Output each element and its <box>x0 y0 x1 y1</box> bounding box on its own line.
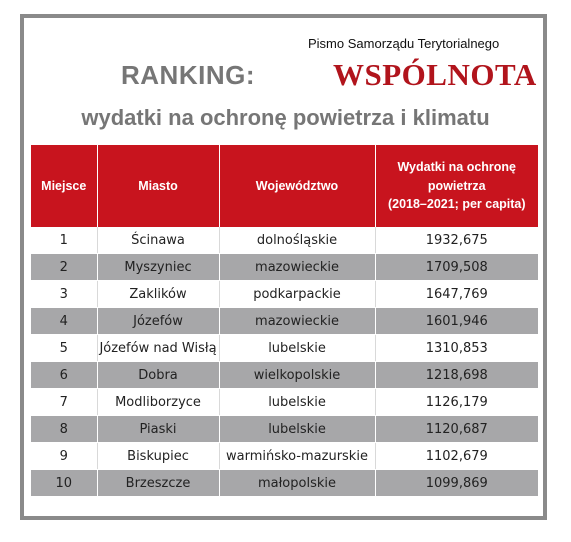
table-row: 5 Józefów nad Wisłą lubelskie 1310,853 <box>31 334 538 362</box>
header-expenses-line1: Wydatki na ochronę <box>397 159 517 174</box>
table-header-row: Miejsce Miasto Województwo Wydatki na oc… <box>31 145 538 227</box>
cell-place: 2 <box>31 253 98 281</box>
cell-expenses: 1932,675 <box>375 227 538 254</box>
cell-place: 8 <box>31 415 98 443</box>
cell-voivodeship: wielkopolskie <box>219 361 376 389</box>
cell-voivodeship: mazowieckie <box>219 253 376 281</box>
table-row: 10 Brzeszcze małopolskie 1099,869 <box>31 469 538 497</box>
cell-city: Dobra <box>97 361 220 389</box>
cell-voivodeship: warmińsko-mazurskie <box>219 442 376 470</box>
ranking-table: Miejsce Miasto Województwo Wydatki na oc… <box>31 145 538 497</box>
cell-expenses: 1709,508 <box>375 253 538 281</box>
page-title: wydatki na ochronę powietrza i klimatu <box>81 105 490 130</box>
cell-city: Biskupiec <box>97 442 220 470</box>
header-expenses-line3: (2018–2021; per capita) <box>387 197 526 212</box>
cell-expenses: 1218,698 <box>375 361 538 389</box>
brand-logo: WSPÓLNOTA <box>333 57 537 92</box>
cell-expenses: 1126,179 <box>375 388 538 416</box>
cell-city: Zaklików <box>97 280 220 308</box>
header-city: Miasto <box>97 145 220 227</box>
header-expenses: Wydatki na ochronę powietrza (2018–2021;… <box>375 145 538 227</box>
cell-place: 6 <box>31 361 98 389</box>
cell-voivodeship: lubelskie <box>219 388 376 416</box>
cell-place: 7 <box>31 388 98 416</box>
cell-expenses: 1310,853 <box>375 334 538 362</box>
table-row: 7 Modliborzyce lubelskie 1126,179 <box>31 388 538 416</box>
cell-voivodeship: mazowieckie <box>219 307 376 335</box>
table-row: 3 Zaklików podkarpackie 1647,769 <box>31 280 538 308</box>
cell-place: 9 <box>31 442 98 470</box>
cell-voivodeship: dolnośląskie <box>219 227 376 254</box>
table-row: 4 Józefów mazowieckie 1601,946 <box>31 307 538 335</box>
cell-place: 4 <box>31 307 98 335</box>
header-place: Miejsce <box>31 145 98 227</box>
publication-subtitle: Pismo Samorządu Terytorialnego <box>308 36 500 51</box>
table-row: 2 Myszyniec mazowieckie 1709,508 <box>31 253 538 281</box>
cell-expenses: 1601,946 <box>375 307 538 335</box>
cell-city: Brzeszcze <box>97 469 220 497</box>
header-expenses-line2: powietrza <box>427 178 486 193</box>
table-row: 6 Dobra wielkopolskie 1218,698 <box>31 361 538 389</box>
cell-voivodeship: lubelskie <box>219 334 376 362</box>
cell-voivodeship: małopolskie <box>219 469 376 497</box>
table-row: 9 Biskupiec warmińsko-mazurskie 1102,679 <box>31 442 538 470</box>
cell-place: 5 <box>31 334 98 362</box>
cell-expenses: 1120,687 <box>375 415 538 443</box>
cell-city: Józefów <box>97 307 220 335</box>
cell-place: 3 <box>31 280 98 308</box>
table-row: 1 Ścinawa dolnośląskie 1932,675 <box>31 227 538 254</box>
cell-city: Ścinawa <box>97 227 220 254</box>
cell-city: Modliborzyce <box>97 388 220 416</box>
cell-place: 1 <box>31 227 98 254</box>
cell-voivodeship: lubelskie <box>219 415 376 443</box>
table-row: 8 Piaski lubelskie 1120,687 <box>31 415 538 443</box>
cell-place: 10 <box>31 469 98 497</box>
cell-expenses: 1102,679 <box>375 442 538 470</box>
cell-voivodeship: podkarpackie <box>219 280 376 308</box>
cell-city: Piaski <box>97 415 220 443</box>
cell-expenses: 1647,769 <box>375 280 538 308</box>
header-voivodeship: Województwo <box>219 145 376 227</box>
cell-city: Myszyniec <box>97 253 220 281</box>
cell-expenses: 1099,869 <box>375 469 538 497</box>
ranking-label: RANKING: <box>121 60 255 90</box>
cell-city: Józefów nad Wisłą <box>97 334 220 362</box>
